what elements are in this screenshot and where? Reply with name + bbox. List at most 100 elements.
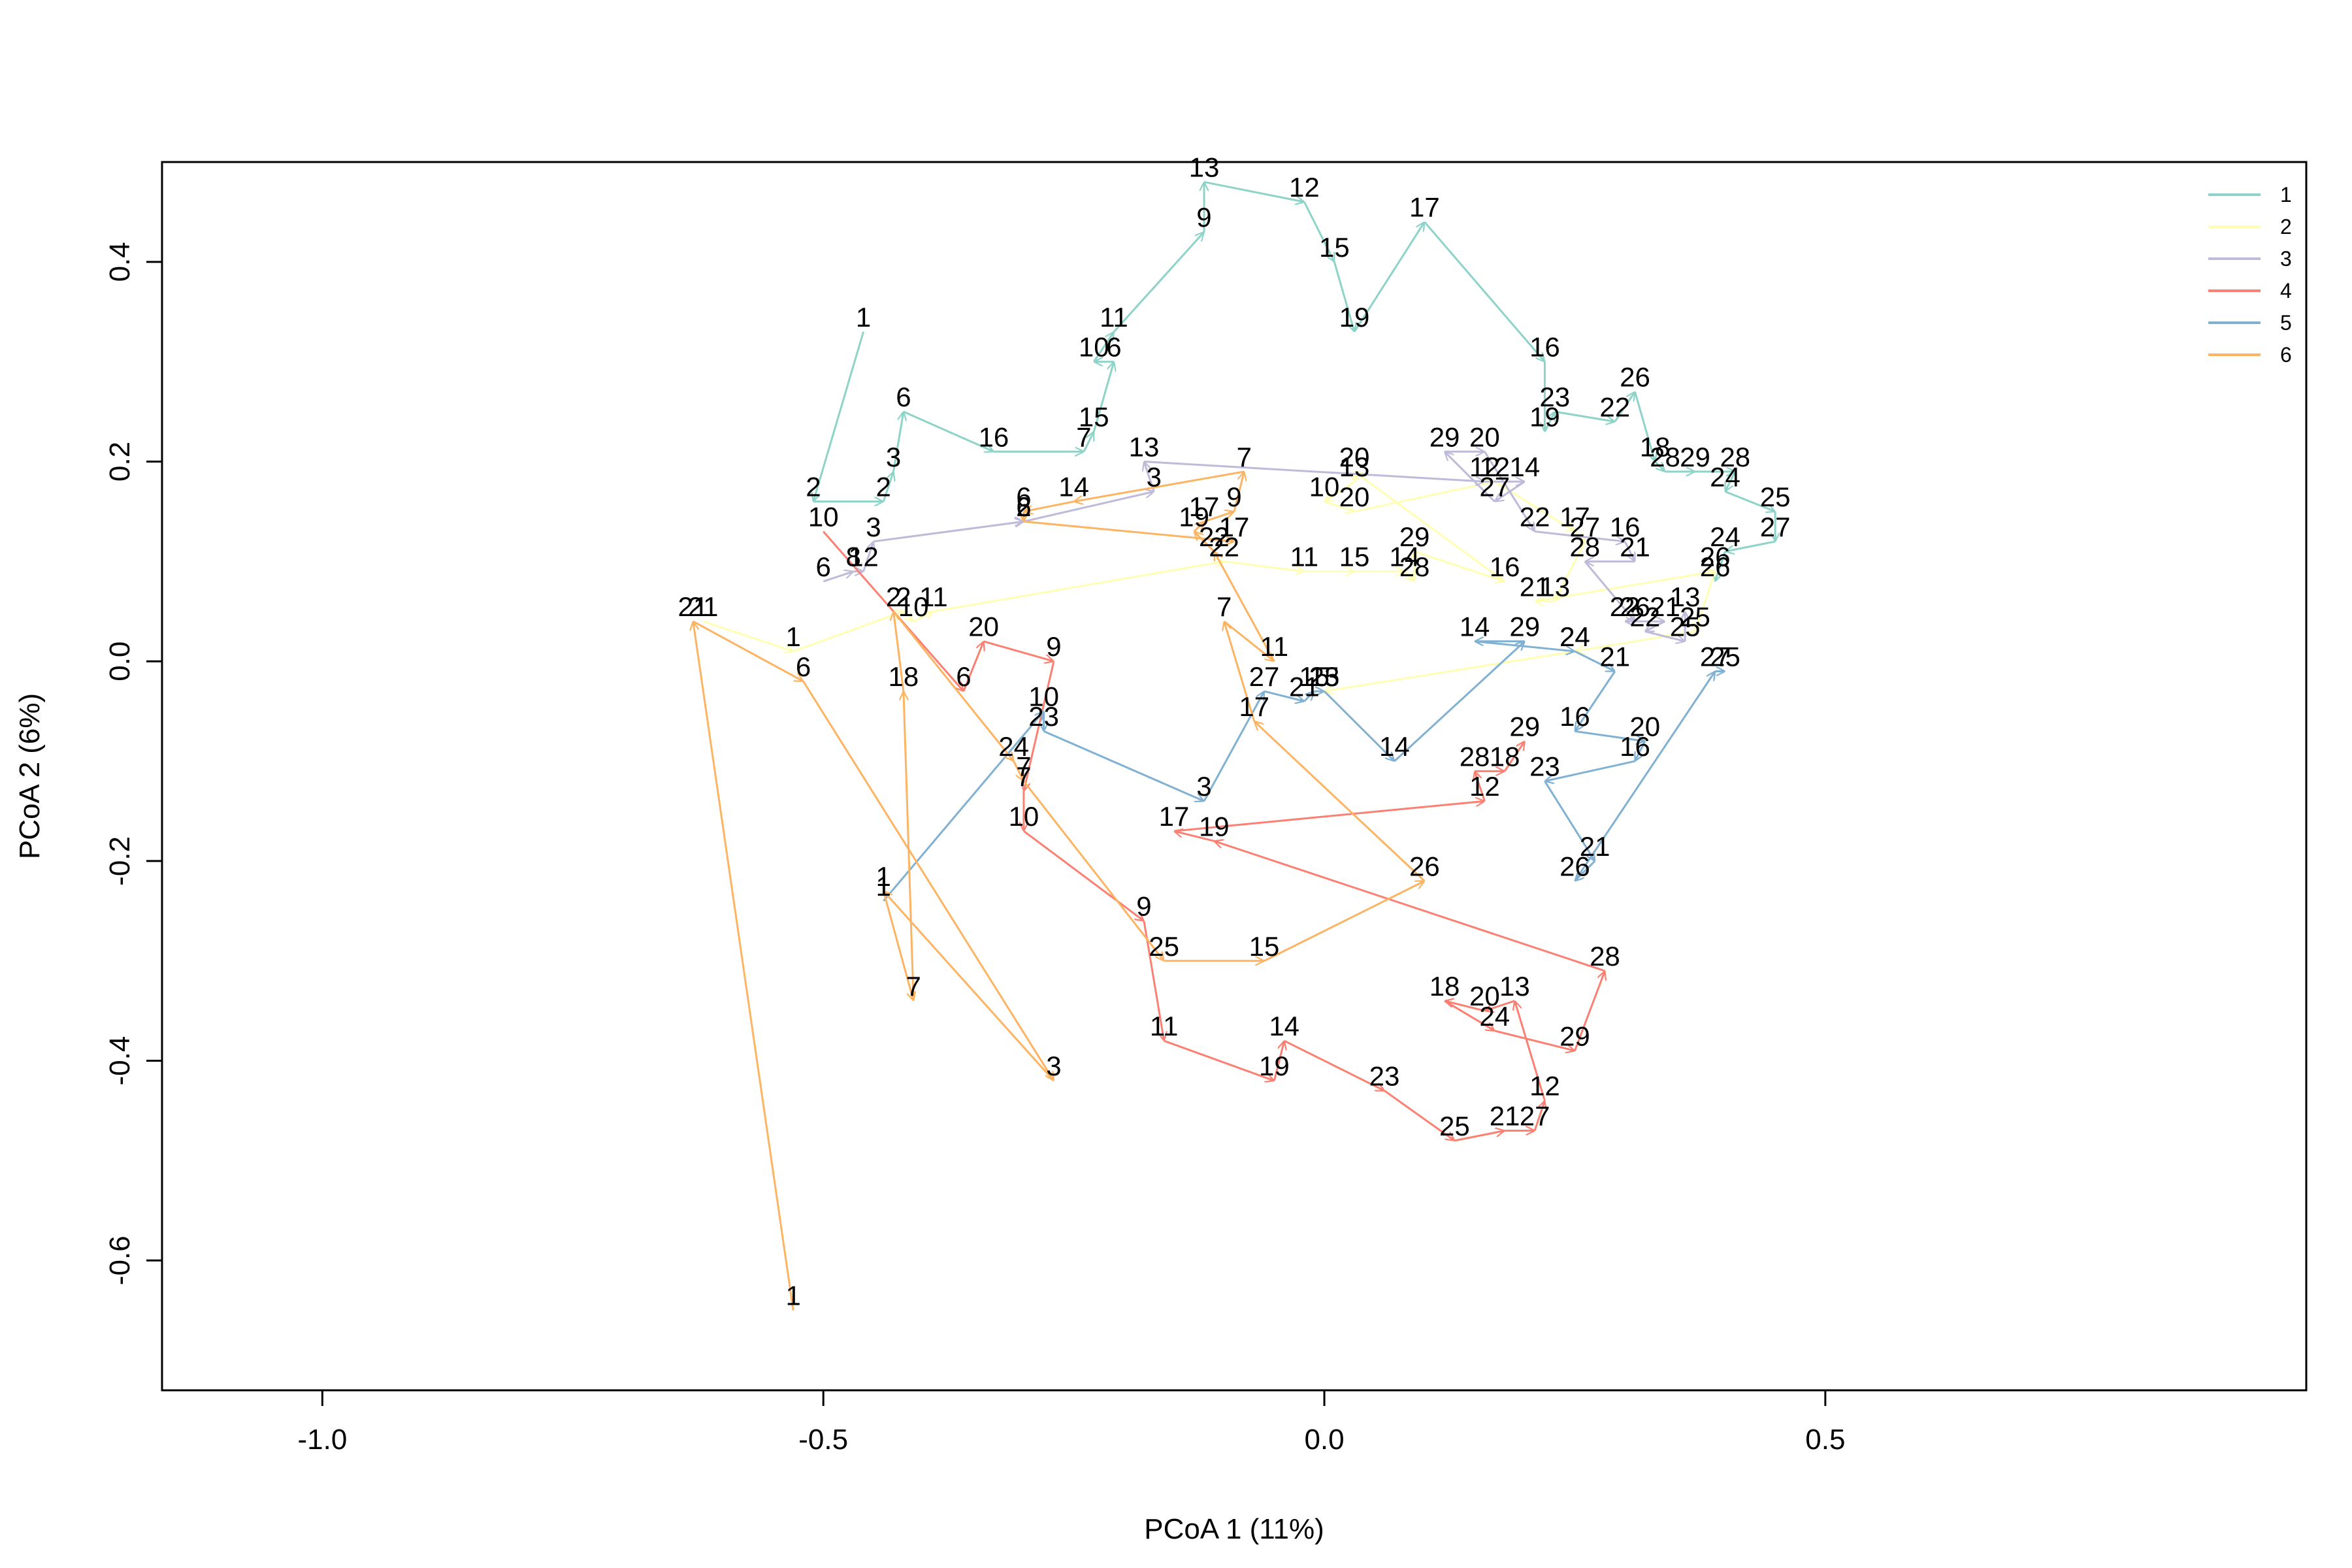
point-label: 2: [886, 581, 901, 612]
point-label: 25: [1670, 612, 1701, 642]
point-label: 7: [1016, 751, 1031, 782]
legend-label-5: 5: [2280, 311, 2292, 335]
trajectory-arrow: [1024, 661, 1055, 791]
trajectory-arrow: [1173, 801, 1484, 832]
trajectory-arrow: [1575, 670, 1616, 732]
point-label: 6: [956, 661, 971, 692]
point-label: 11: [1150, 1011, 1179, 1041]
point-label: 24: [1560, 621, 1590, 652]
trajectory-arrow: [1264, 690, 1304, 701]
point-label: 11: [1260, 631, 1289, 662]
point-label: 19: [1179, 502, 1209, 532]
point-label: 18: [1490, 741, 1520, 772]
point-label: 28: [1590, 941, 1620, 972]
point-label: 25: [1680, 601, 1710, 632]
series-6-trajectory: [693, 472, 1425, 1311]
y-axis: -0.6 -0.4 -0.2 0.0 0.2 0.4: [104, 242, 163, 1285]
point-label: 25: [1710, 642, 1740, 672]
point-label: 6: [1016, 491, 1031, 522]
point-label: 16: [979, 421, 1009, 452]
point-label: 24: [1560, 621, 1590, 652]
trajectory-arrow: [1544, 780, 1595, 861]
point-label: 10: [1028, 681, 1059, 712]
legend: 1 2 3 4 5 6: [2208, 183, 2292, 367]
trajectory-arrow: [1164, 1039, 1275, 1081]
trajectory-arrow: [1143, 461, 1484, 482]
point-label: 21: [1599, 642, 1630, 672]
point-label: 12: [1289, 172, 1320, 203]
point-label: 22: [1520, 502, 1550, 532]
trajectory-arrow: [1144, 462, 1155, 492]
point-label: 9: [1046, 631, 1061, 662]
series-layer: [693, 181, 1776, 1311]
point-label: 2: [876, 472, 891, 502]
point-label: 21: [1289, 671, 1320, 702]
point-label: 3: [1046, 1051, 1061, 1081]
point-label: 10: [1309, 472, 1340, 502]
point-label: 27: [1700, 642, 1731, 672]
y-tick-label: 0.0: [104, 642, 136, 681]
trajectory-arrow: [903, 410, 994, 451]
trajectory-arrow: [1725, 540, 1776, 551]
trajectory-arrow: [1233, 472, 1244, 512]
point-label: 13: [1670, 581, 1701, 612]
trajectory-arrow: [1575, 730, 1644, 741]
point-label: 15: [1079, 402, 1109, 433]
point-label: 13: [1339, 451, 1370, 482]
trajectory-arrow: [1534, 531, 1625, 542]
trajectory-arrow: [1213, 551, 1275, 662]
trajectory-arrow: [1554, 541, 1586, 602]
point-label: 26: [1620, 591, 1650, 622]
trajectory-arrow: [1214, 841, 1605, 972]
point-label: 16: [1610, 512, 1641, 542]
point-label: 19: [1259, 1051, 1290, 1081]
point-label: 26: [1620, 362, 1650, 393]
point-label: 17: [1409, 192, 1440, 223]
point-label: 13: [1539, 572, 1570, 602]
trajectory-arrow: [702, 620, 793, 651]
point-label: 16: [1620, 731, 1650, 762]
point-label: 25: [1149, 931, 1179, 962]
point-label: 21: [1650, 591, 1680, 622]
point-label: 1: [786, 1281, 801, 1311]
point-label: 16: [1529, 332, 1560, 363]
trajectory-arrow: [913, 610, 934, 623]
point-label: 26: [1700, 551, 1731, 582]
trajectory-arrow: [1445, 1001, 1485, 1012]
point-label: 14: [1460, 612, 1490, 642]
legend-label-3: 3: [2280, 247, 2292, 270]
trajectory-arrow: [904, 691, 915, 1001]
trajectory-arrow: [862, 542, 874, 572]
trajectory-arrow: [1554, 410, 1615, 421]
trajectory-arrow: [792, 612, 904, 653]
point-label: 17: [1239, 691, 1269, 722]
trajectory-arrow: [1574, 650, 1614, 672]
point-label: 11: [1100, 302, 1128, 333]
trajectory-arrow: [983, 640, 1054, 662]
point-label: 7: [1016, 761, 1031, 792]
trajectory-arrow: [1575, 630, 1695, 651]
trajectory-arrow: [1013, 760, 1025, 781]
trajectory-arrow: [1394, 642, 1524, 762]
trajectory-arrow: [1533, 1101, 1544, 1132]
x-tick-label: 0.5: [1805, 1424, 1845, 1456]
point-label: 6: [1106, 332, 1121, 363]
legend-label-6: 6: [2280, 343, 2292, 367]
point-label: 7: [1217, 591, 1232, 622]
point-label: 23: [1539, 382, 1570, 412]
point-label: 18: [889, 661, 919, 692]
point-label: 14: [1058, 472, 1089, 502]
point-label: 20: [1469, 421, 1500, 452]
point-label: 6: [1016, 482, 1031, 512]
point-label: 14: [1389, 542, 1420, 572]
point-label: 19: [1339, 302, 1370, 333]
x-tick-label: -1.0: [297, 1424, 347, 1456]
trajectory-arrow: [1484, 1000, 1515, 1011]
trajectory-arrow: [894, 612, 905, 692]
trajectory-arrow: [1645, 620, 1666, 632]
point-label: 27: [1520, 1101, 1550, 1132]
trajectory-arrow: [1695, 571, 1716, 632]
trajectory-arrow: [1024, 500, 1074, 512]
point-label: 6: [796, 651, 811, 682]
